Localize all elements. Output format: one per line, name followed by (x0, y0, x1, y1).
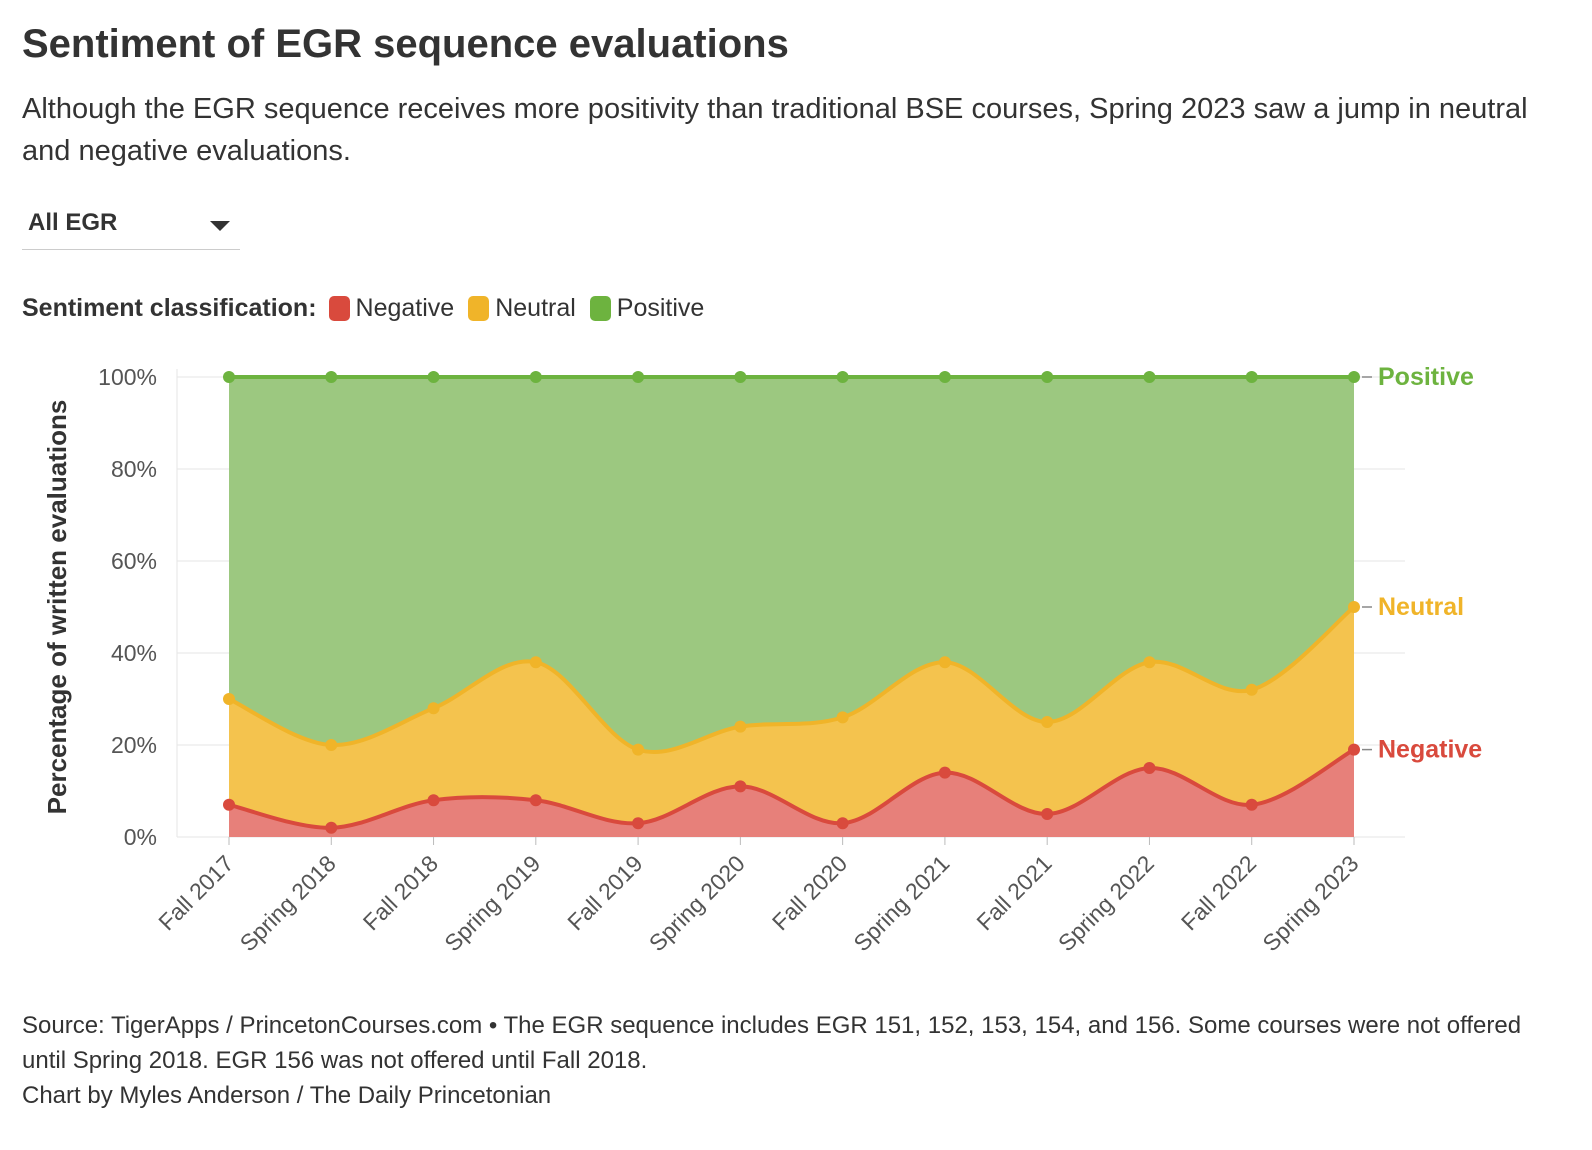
course-filter-dropdown[interactable]: All EGR (22, 203, 240, 250)
point-positive-spring-2018 (325, 371, 338, 383)
legend-swatch-negative (328, 296, 350, 321)
point-negative-spring-2023 (1348, 743, 1360, 756)
point-negative-fall-2019 (632, 817, 645, 830)
x-tick-label: Spring 2018 (235, 850, 341, 956)
point-neutral-fall-2018 (427, 702, 440, 715)
point-positive-fall-2020 (836, 371, 849, 383)
end-label-positive: Positive (1378, 363, 1474, 391)
point-negative-spring-2020 (734, 780, 747, 793)
point-neutral-spring-2020 (734, 720, 747, 733)
point-neutral-spring-2023 (1348, 601, 1360, 613)
legend-swatch-neutral (468, 296, 490, 321)
area-neutral (229, 607, 1354, 828)
legend-label-positive: Positive (616, 294, 705, 322)
legend-swatch-positive (589, 296, 611, 321)
x-tick-label: Spring 2020 (644, 850, 750, 956)
x-tick-label: Fall 2022 (1176, 850, 1261, 935)
point-positive-fall-2021 (1041, 371, 1054, 383)
point-negative-fall-2022 (1245, 798, 1258, 811)
point-neutral-spring-2018 (325, 739, 338, 751)
point-negative-spring-2018 (325, 821, 338, 834)
point-negative-spring-2019 (529, 794, 542, 807)
chart-title: Sentiment of EGR sequence evaluations (22, 22, 789, 66)
legend-label-neutral: Neutral (495, 294, 576, 322)
x-tick-label: Fall 2019 (562, 850, 647, 935)
point-positive-spring-2020 (734, 371, 747, 383)
point-negative-fall-2018 (427, 794, 440, 807)
point-negative-spring-2022 (1143, 762, 1156, 774)
x-tick-label: Spring 2022 (1053, 850, 1159, 956)
source-note: Source: TigerApps / PrincetonCourses.com… (22, 1012, 1522, 1074)
y-tick-label: 40% (111, 640, 157, 666)
legend-item-neutral[interactable]: Neutral (468, 294, 576, 323)
legend-item-positive[interactable]: Positive (589, 294, 705, 323)
point-negative-fall-2017 (223, 798, 235, 811)
point-neutral-spring-2019 (529, 656, 542, 669)
stacked-area-chart: 0% 20% 40% 60% 80% 100% Negative Neutral Positiv… (42, 363, 1482, 956)
point-positive-fall-2019 (632, 371, 645, 383)
end-label-neutral: Neutral (1378, 593, 1464, 621)
x-tick-label: Fall 2021 (971, 850, 1056, 935)
point-neutral-fall-2017 (223, 693, 235, 705)
y-tick-label: 100% (98, 364, 157, 390)
y-axis-title: Percentage of written evaluations (42, 400, 72, 815)
chart-credit: Chart by Myles Anderson / The Daily Prin… (22, 1082, 552, 1109)
point-negative-fall-2021 (1041, 808, 1054, 820)
x-tick-label: Spring 2021 (848, 850, 954, 956)
point-positive-spring-2021 (938, 371, 951, 383)
x-tick-label: Spring 2023 (1257, 850, 1363, 956)
point-neutral-spring-2021 (938, 656, 951, 669)
legend-item-negative[interactable]: Negative (328, 294, 455, 323)
point-neutral-spring-2022 (1143, 656, 1156, 669)
area-negative (229, 749, 1354, 837)
point-negative-fall-2020 (836, 817, 849, 830)
point-neutral-fall-2020 (836, 711, 849, 724)
y-tick-label: 60% (111, 548, 157, 574)
point-neutral-fall-2022 (1245, 683, 1258, 696)
y-tick-label: 0% (124, 824, 157, 850)
legend: Sentiment classification: Negative Neutr… (22, 294, 718, 323)
point-positive-fall-2017 (223, 371, 235, 383)
legend-label-negative: Negative (355, 294, 455, 322)
y-tick-label: 20% (111, 732, 157, 758)
point-positive-spring-2019 (529, 371, 542, 383)
end-label-negative: Negative (1378, 736, 1482, 764)
chevron-down-icon (210, 221, 230, 231)
point-positive-fall-2022 (1245, 371, 1258, 383)
dropdown-selected-value: All EGR (28, 209, 118, 236)
area-positive (229, 377, 1354, 752)
point-negative-spring-2021 (938, 766, 951, 779)
point-positive-spring-2022 (1143, 371, 1156, 383)
x-tick-label: Spring 2019 (439, 850, 545, 956)
point-positive-fall-2018 (427, 371, 440, 383)
point-positive-spring-2023 (1348, 371, 1360, 383)
point-neutral-fall-2019 (632, 743, 645, 756)
legend-title: Sentiment classification: (22, 294, 317, 322)
y-tick-label: 80% (111, 456, 157, 482)
x-tick-label: Fall 2018 (358, 850, 443, 935)
x-tick-label: Fall 2020 (767, 850, 852, 935)
point-neutral-fall-2021 (1041, 716, 1054, 728)
x-tick-label: Fall 2017 (153, 850, 238, 935)
chart-subtitle: Although the EGR sequence receives more … (22, 93, 1528, 167)
